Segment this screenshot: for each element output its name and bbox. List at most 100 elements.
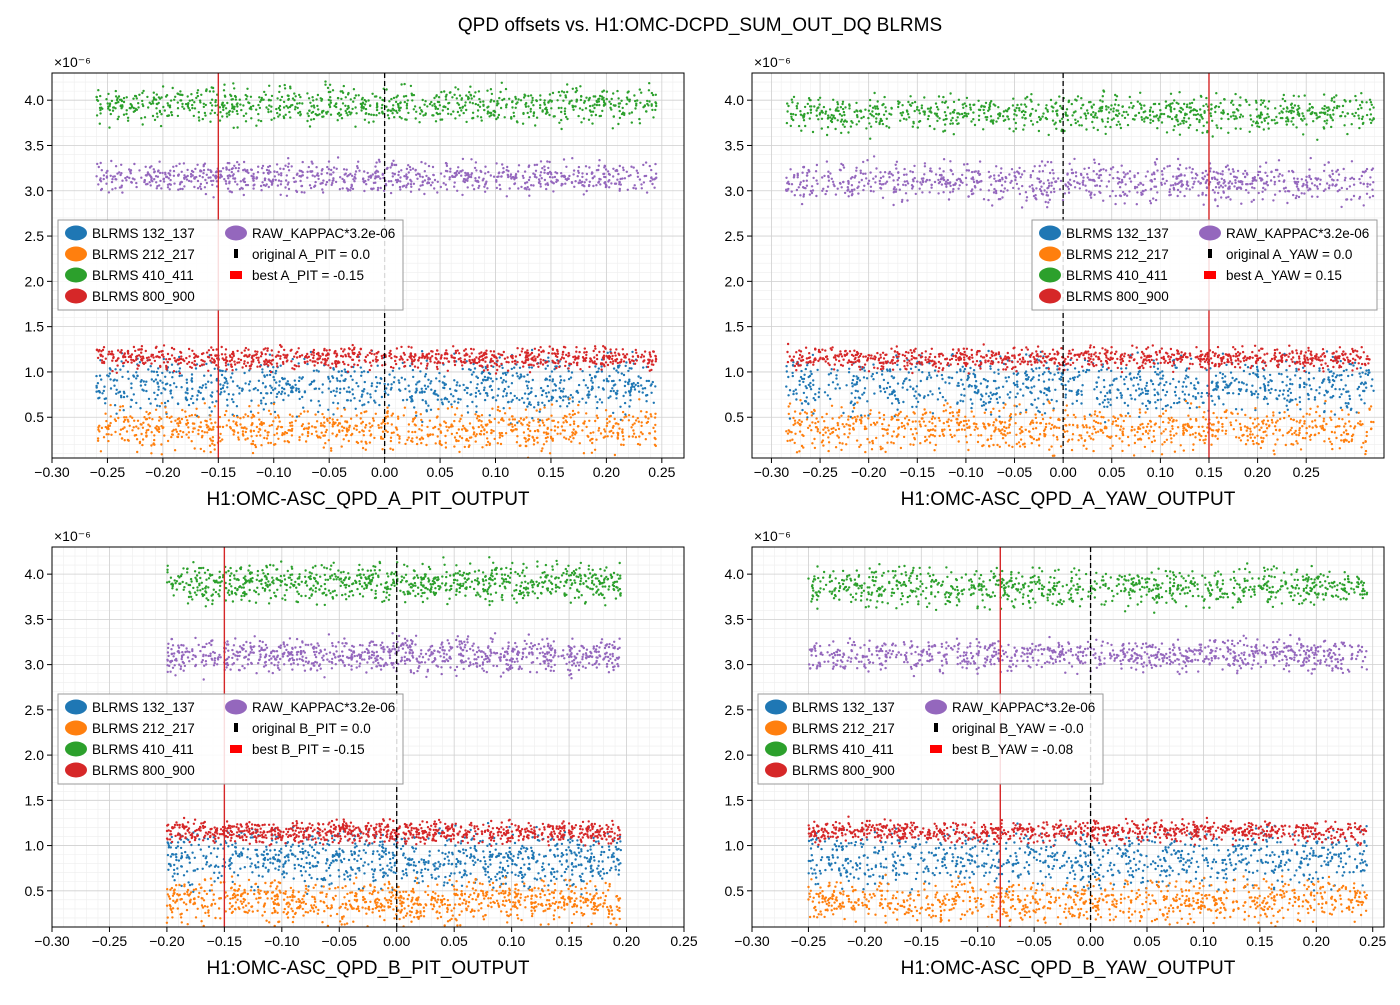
scatter-point — [367, 354, 369, 356]
scatter-point — [501, 432, 503, 434]
scatter-point — [653, 187, 655, 189]
scatter-point — [279, 168, 281, 170]
scatter-point — [505, 395, 507, 397]
scatter-point — [167, 440, 169, 442]
scatter-point — [288, 169, 290, 171]
scatter-point — [484, 361, 486, 363]
scatter-point — [191, 104, 193, 106]
scatter-point — [161, 354, 163, 356]
scatter-point — [561, 90, 563, 92]
scatter-point — [557, 353, 559, 355]
scatter-point — [637, 417, 639, 419]
scatter-point — [102, 349, 104, 351]
scatter-point — [469, 422, 471, 424]
scatter-point — [506, 169, 508, 171]
scatter-point — [497, 442, 499, 444]
scatter-point — [171, 396, 173, 398]
scatter-point — [622, 353, 624, 355]
scatter-point — [173, 99, 175, 101]
scatter-point — [167, 361, 169, 363]
scatter-point — [369, 369, 371, 371]
scatter-point — [619, 110, 621, 112]
scatter-point — [437, 408, 439, 410]
scatter-point — [652, 381, 654, 383]
scatter-point — [222, 109, 224, 111]
scatter-point — [633, 433, 635, 435]
scatter-point — [643, 355, 645, 357]
scatter-point — [490, 88, 492, 90]
scatter-point — [621, 372, 623, 374]
scatter-point — [136, 451, 138, 453]
scatter-point — [527, 105, 529, 107]
scatter-point — [242, 433, 244, 435]
scatter-point — [462, 425, 464, 427]
scatter-point — [603, 436, 605, 438]
scatter-point — [268, 410, 270, 412]
scatter-point — [267, 166, 269, 168]
scatter-point — [228, 169, 230, 171]
scatter-point — [543, 404, 545, 406]
scatter-point — [113, 385, 115, 387]
scatter-point — [500, 377, 502, 379]
scatter-point — [587, 387, 589, 389]
scatter-point — [120, 164, 122, 166]
scatter-point — [335, 360, 337, 362]
scatter-point — [115, 178, 117, 180]
scatter-point — [194, 447, 196, 449]
scatter-point — [405, 186, 407, 188]
scatter-point — [322, 358, 324, 360]
scatter-point — [410, 400, 412, 402]
scatter-point — [356, 356, 358, 358]
scatter-point — [108, 126, 110, 128]
scatter-point — [505, 88, 507, 90]
scatter-point — [166, 115, 168, 117]
scatter-point — [330, 450, 332, 452]
scatter-point — [256, 357, 258, 359]
scatter-point — [238, 387, 240, 389]
scatter-point — [206, 351, 208, 353]
scatter-point — [435, 377, 437, 379]
scatter-point — [514, 360, 516, 362]
scatter-point — [223, 178, 225, 180]
scatter-point — [454, 86, 456, 88]
scatter-point — [543, 102, 545, 104]
scatter-point — [97, 440, 99, 442]
scatter-point — [283, 106, 285, 108]
scatter-point — [1102, 168, 1104, 170]
scatter-point — [527, 359, 529, 361]
scatter-point — [243, 360, 245, 362]
scatter-point — [489, 373, 491, 375]
scatter-point — [278, 351, 280, 353]
scatter-point — [341, 430, 343, 432]
scatter-point — [650, 169, 652, 171]
scatter-point — [542, 422, 544, 424]
scatter-point — [655, 177, 657, 179]
scatter-point — [578, 351, 580, 353]
scatter-point — [619, 361, 621, 363]
scatter-point — [372, 187, 374, 189]
scatter-point — [572, 414, 574, 416]
scatter-point — [534, 359, 536, 361]
scatter-point — [388, 180, 390, 182]
scatter-point — [116, 364, 118, 366]
scatter-point — [556, 400, 558, 402]
scatter-point — [173, 182, 175, 184]
scatter-point — [257, 404, 259, 406]
scatter-point — [306, 171, 308, 173]
scatter-point — [125, 179, 127, 181]
scatter-point — [526, 374, 528, 376]
scatter-point — [436, 112, 438, 114]
scatter-point — [605, 183, 607, 185]
scatter-point — [378, 427, 380, 429]
scatter-point — [313, 370, 315, 372]
scatter-point — [271, 424, 273, 426]
scatter-point — [536, 363, 538, 365]
scatter-point — [532, 436, 534, 438]
scatter-point — [484, 376, 486, 378]
scatter-point — [514, 418, 516, 420]
scatter-point — [277, 184, 279, 186]
scatter-point — [169, 188, 171, 190]
scatter-point — [311, 96, 313, 98]
scatter-point — [554, 383, 556, 385]
scatter-point — [314, 175, 316, 177]
